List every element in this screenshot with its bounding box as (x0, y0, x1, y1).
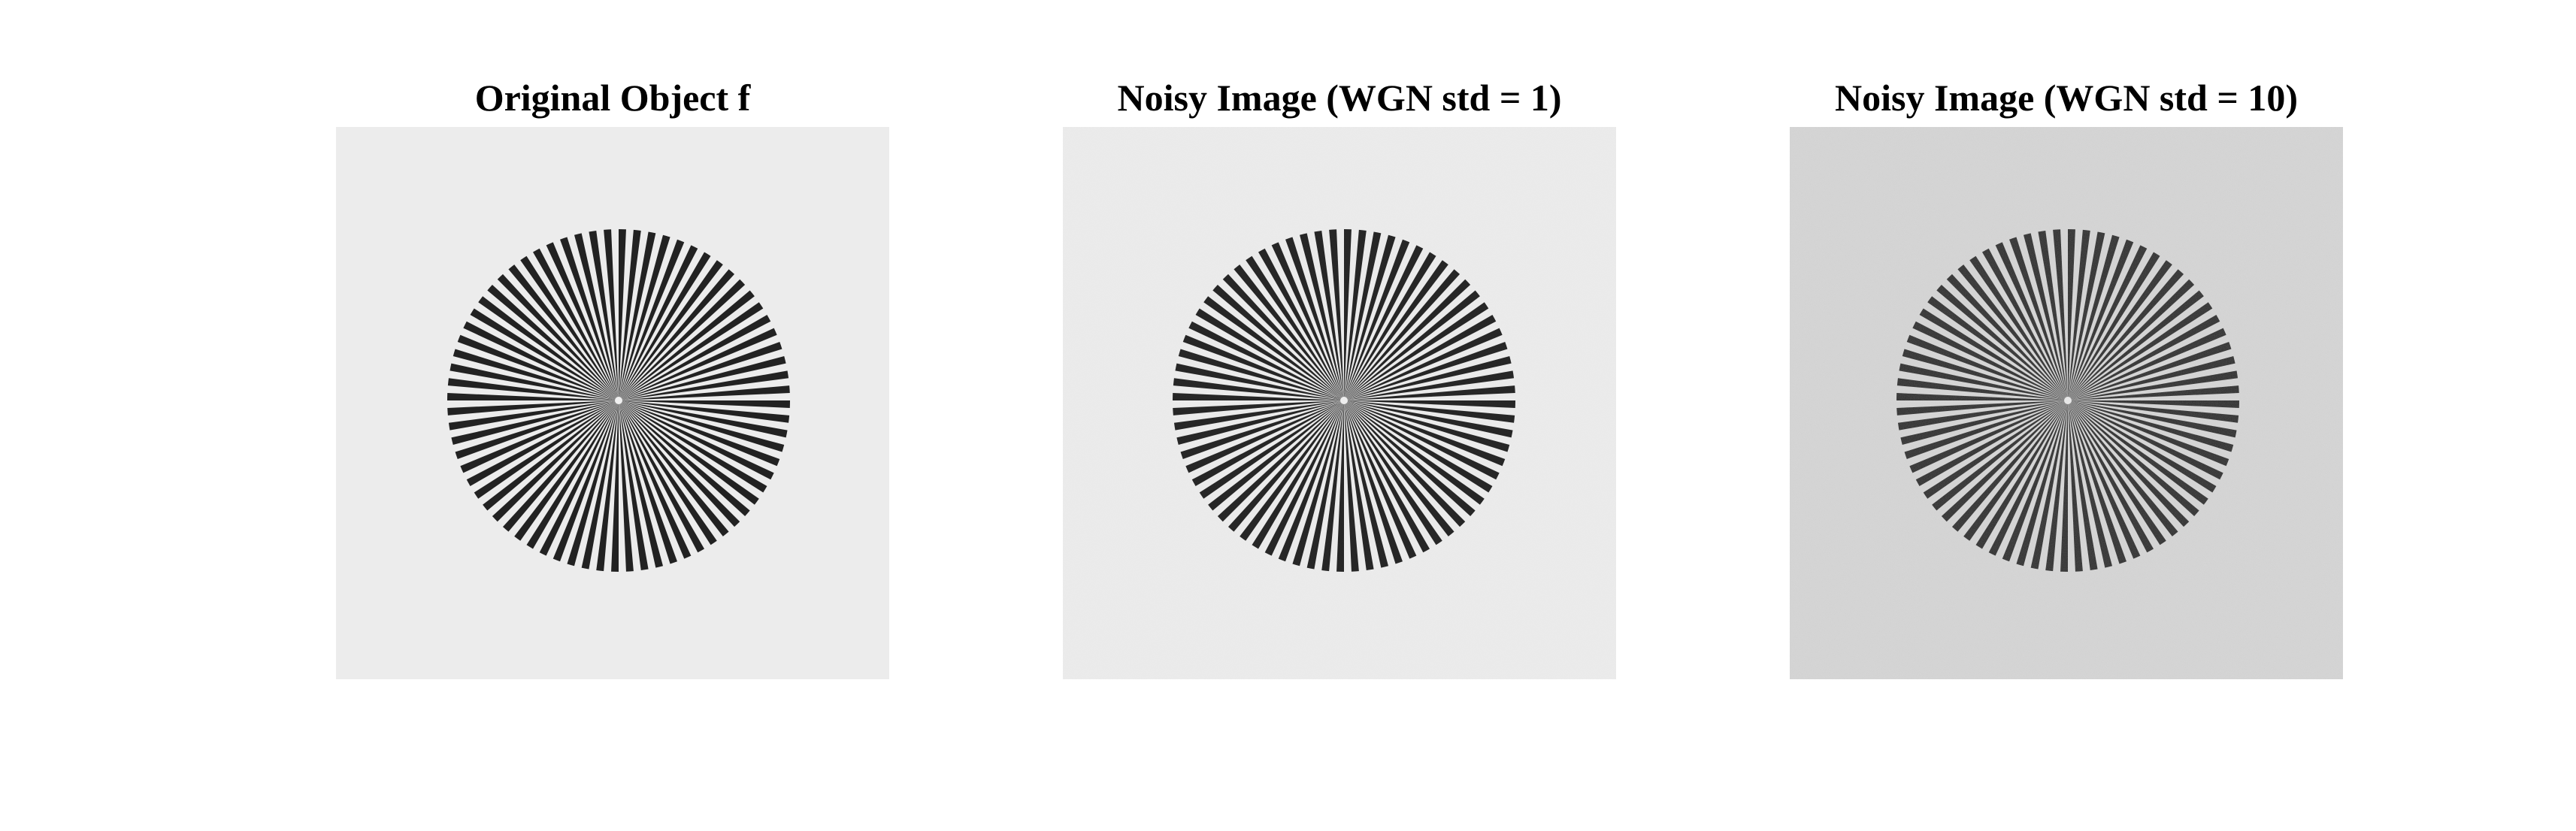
star-spoke (451, 400, 619, 446)
star-spoke (619, 400, 634, 572)
star-spoke (560, 237, 619, 400)
star-spoke (619, 355, 786, 400)
star-spoke (581, 400, 619, 570)
panel-original: Original Object f (336, 0, 889, 831)
star-spoke (619, 400, 788, 438)
star-spoke (574, 233, 619, 400)
star-spoke (546, 242, 619, 400)
star-spoke (619, 229, 626, 400)
star-spoke (483, 400, 619, 511)
star-spoke (619, 400, 692, 559)
star-spoke (619, 400, 790, 408)
star-spoke (447, 400, 619, 416)
star-spoke (619, 400, 780, 467)
siemens-star-image (1063, 127, 1616, 679)
star-spoke (478, 296, 619, 400)
star-spoke (619, 234, 670, 400)
star-spoke (466, 400, 619, 486)
panel-title: Noisy Image (WGN std = 1) (1117, 77, 1562, 119)
star-spoke (533, 248, 619, 400)
star-spoke (619, 231, 656, 400)
star-spoke (619, 279, 746, 400)
star-spoke (552, 400, 619, 562)
star-spoke (460, 400, 619, 473)
star-spoke (619, 400, 704, 553)
star-spoke (619, 328, 777, 400)
star-spoke (619, 302, 764, 400)
star-spoke (619, 269, 735, 400)
star-spoke (463, 321, 619, 400)
star-spoke (448, 400, 619, 431)
star-spoke (611, 400, 619, 572)
star-spoke (596, 400, 619, 572)
star-spoke (619, 400, 729, 536)
star-spoke (520, 255, 619, 400)
star-spoke (619, 400, 664, 568)
star-spoke (619, 400, 790, 423)
star-spoke (453, 349, 619, 400)
star-spoke (619, 290, 755, 400)
panel-noisy-std-1: Noisy Image (WGN std = 1) (1063, 0, 1616, 831)
star-spoke (619, 400, 750, 517)
star-spoke (619, 400, 785, 452)
star-spoke (492, 400, 619, 522)
star-spoke (619, 400, 767, 493)
star-spoke (457, 334, 619, 400)
siemens-star-image (336, 127, 889, 679)
star-spoke (508, 264, 619, 400)
star-spoke (567, 400, 619, 567)
star-spoke (474, 400, 619, 499)
star-spoke (619, 315, 771, 400)
star-spoke (447, 393, 619, 400)
star-spoke (526, 400, 619, 549)
star-spoke (619, 229, 641, 400)
star-spoke (619, 400, 649, 571)
star-spoke (589, 230, 619, 400)
panel-title: Original Object f (474, 77, 751, 119)
panel-title: Noisy Image (WGN std = 10) (1835, 77, 2298, 119)
star-spoke (502, 400, 619, 532)
star-spoke (455, 400, 619, 459)
star-spoke (619, 252, 711, 400)
star-spoke (619, 385, 790, 400)
star-spoke (619, 400, 759, 505)
panel-noisy-std-10: Noisy Image (WGN std = 10) (1790, 0, 2343, 831)
star-spoke (604, 229, 619, 400)
star-spoke (619, 400, 774, 480)
star-spoke (514, 400, 619, 541)
siemens-star (447, 229, 790, 572)
star-spoke (619, 400, 677, 564)
star-spoke (619, 370, 789, 400)
star-spoke (447, 378, 619, 400)
star-spoke (470, 308, 619, 400)
star-spoke (497, 273, 619, 400)
star-spoke (619, 260, 723, 400)
star-spoke (487, 284, 619, 400)
star-spoke (619, 342, 782, 400)
star-spoke (539, 400, 619, 556)
star-center-dot (615, 397, 622, 404)
star-spoke (619, 400, 740, 527)
star-spoke (450, 363, 619, 400)
star-spoke (619, 245, 698, 400)
star-spoke (619, 400, 717, 545)
siemens-star-image (1790, 127, 2343, 679)
star-spoke (619, 239, 685, 400)
